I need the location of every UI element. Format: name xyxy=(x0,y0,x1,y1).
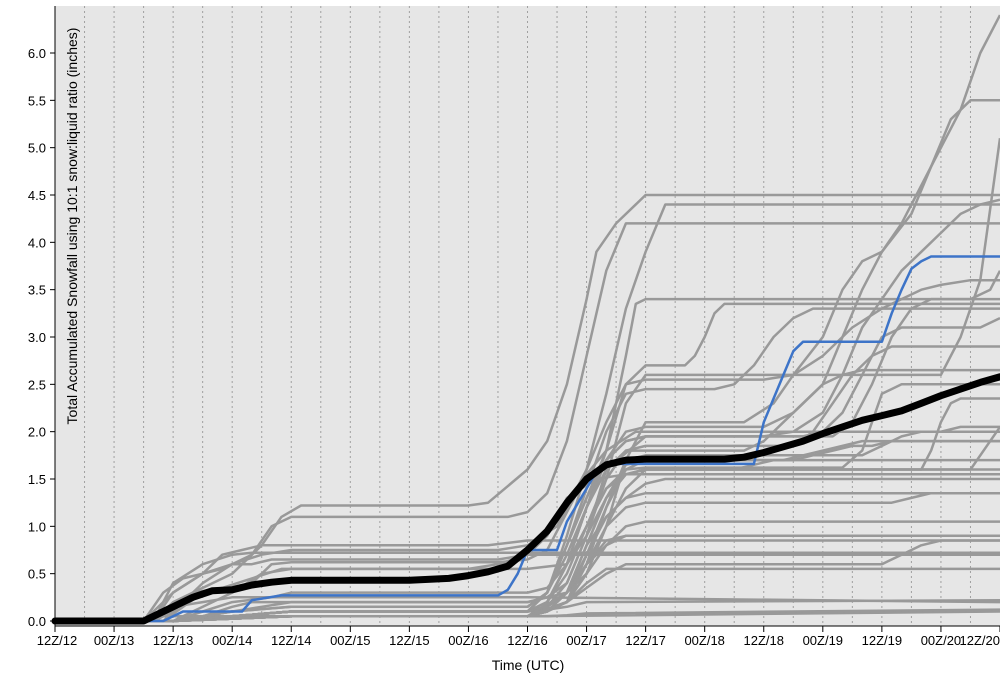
ensemble-member-line xyxy=(55,270,1000,623)
y-tick-label: 6.0 xyxy=(28,46,46,61)
y-tick-label: 3.0 xyxy=(28,330,46,345)
y-tick-label: 0.5 xyxy=(28,567,46,582)
ensemble-member-lines xyxy=(55,14,1000,623)
y-tick-label: 2.5 xyxy=(28,377,46,392)
y-tick-label: 3.5 xyxy=(28,283,46,298)
ensemble-member-line xyxy=(55,426,1000,623)
x-tick-label: 00Z/18 xyxy=(684,633,724,648)
x-tick-label: 12Z/16 xyxy=(507,633,547,648)
x-tick-label: 12Z/14 xyxy=(271,633,311,648)
x-tick-label: 00Z/15 xyxy=(330,633,370,648)
x-tick-label: 00Z/14 xyxy=(212,633,252,648)
x-tick-label: 00Z/13 xyxy=(94,633,134,648)
axes: 0.0 0.5 1.0 1.5 2.0 2.5 3.0 3.5 4.0 4.5 5.0 5.5 6.0 1… xyxy=(28,6,1000,648)
y-tick-label: 4.0 xyxy=(28,235,46,250)
y-axis-title: Total Accumulated Snowfall using 10:1 sn… xyxy=(64,28,80,425)
x-tick-label: 12Z/13 xyxy=(153,633,193,648)
ensemble-mean-line xyxy=(51,373,1000,625)
x-tick-label: 12Z/17 xyxy=(625,633,665,648)
x-tick-label: 00Z/20 xyxy=(921,633,961,648)
ensemble-member-line xyxy=(55,203,1000,623)
x-tick-label: 00Z/19 xyxy=(803,633,843,648)
x-tick-label: 12Z/19 xyxy=(862,633,902,648)
y-tick-label: 2.0 xyxy=(28,425,46,440)
y-tick-label: 1.5 xyxy=(28,472,46,487)
y-tick-label: 1.0 xyxy=(28,519,46,534)
x-axis-title: Time (UTC) xyxy=(492,657,565,673)
ensemble-mean-line-layer xyxy=(51,373,1000,625)
y-tick-label: 0.0 xyxy=(28,614,46,629)
x-tick-label: 12Z/12 xyxy=(37,633,77,648)
ensemble-member-line xyxy=(55,222,1000,623)
x-tick-label: 12Z/18 xyxy=(744,633,784,648)
x-tick-label: 12Z/20 xyxy=(960,633,1000,648)
y-tick-label: 5.5 xyxy=(28,93,46,108)
y-tick-label: 4.5 xyxy=(28,188,46,203)
x-tick-label: 12Z/15 xyxy=(389,633,429,648)
x-tick-label: 00Z/17 xyxy=(566,633,606,648)
x-tick-label: 00Z/16 xyxy=(448,633,488,648)
y-tick-label: 5.0 xyxy=(28,141,46,156)
